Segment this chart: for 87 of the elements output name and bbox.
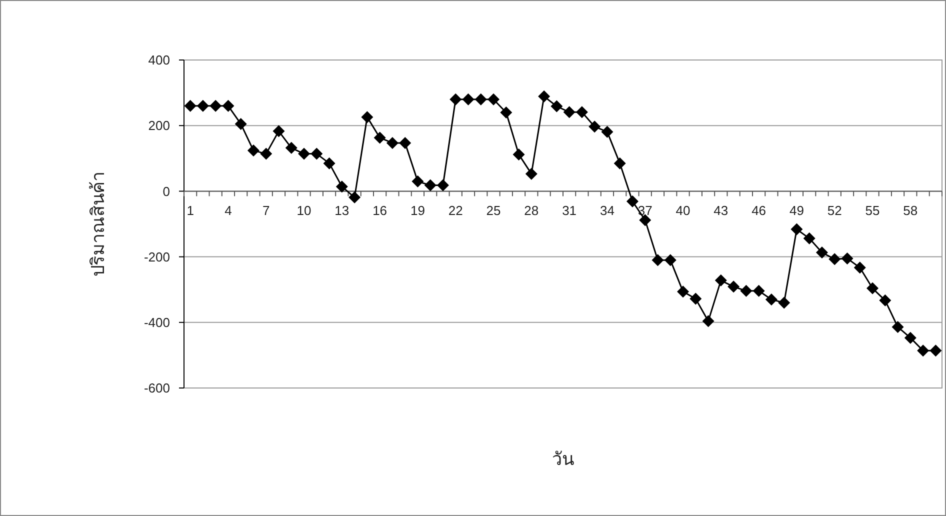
point — [588, 120, 601, 133]
point — [310, 148, 323, 160]
point — [816, 246, 828, 259]
x-tick-label: 16 — [372, 202, 388, 218]
point — [247, 144, 260, 157]
point — [538, 90, 550, 102]
point — [272, 125, 285, 138]
point — [285, 142, 298, 154]
x-tick-label: 13 — [334, 202, 350, 218]
point — [740, 284, 752, 297]
point — [677, 286, 690, 298]
point — [930, 344, 942, 357]
x-tick-label: 22 — [448, 202, 463, 218]
point — [512, 148, 525, 160]
x-tick-label: 34 — [600, 202, 614, 218]
point — [614, 157, 626, 170]
point — [298, 148, 310, 160]
point — [841, 252, 854, 264]
point — [752, 284, 765, 297]
point — [652, 254, 664, 266]
point — [436, 179, 449, 192]
point — [778, 296, 790, 309]
point — [550, 100, 563, 112]
point — [563, 106, 576, 118]
point — [348, 191, 361, 204]
x-tick-label: 46 — [752, 202, 766, 218]
x-tick-label: 10 — [296, 202, 312, 218]
y-tick-label: -400 — [144, 314, 170, 330]
point — [879, 294, 892, 306]
x-tick-label: 31 — [562, 202, 577, 218]
point — [765, 293, 778, 306]
point — [260, 148, 272, 160]
point — [866, 282, 879, 294]
point — [184, 100, 196, 112]
point — [234, 118, 247, 130]
point — [803, 232, 816, 244]
point — [790, 223, 803, 236]
x-tick-label: 28 — [524, 202, 539, 218]
point — [714, 274, 727, 286]
point — [626, 195, 638, 208]
y-axis-title: ปริมาณสินค้า — [88, 172, 108, 276]
x-tick-label: 37 — [638, 202, 652, 218]
y-tick-label: -200 — [144, 249, 170, 264]
point — [904, 332, 916, 344]
x-tick-label: 4 — [224, 202, 232, 218]
point — [488, 93, 500, 106]
point — [399, 136, 412, 149]
point — [854, 262, 866, 274]
x-axis-title: วัน — [552, 449, 574, 469]
x-tick-label: 25 — [486, 202, 501, 218]
point — [892, 320, 904, 333]
x-tick-label: 43 — [714, 202, 728, 218]
point — [424, 179, 436, 192]
point — [222, 100, 234, 112]
point — [462, 93, 474, 106]
point — [386, 136, 398, 149]
y-tick-label: 0 — [162, 184, 170, 199]
point — [576, 106, 588, 118]
x-tick-label: 52 — [827, 202, 842, 218]
point — [702, 315, 714, 328]
point — [210, 100, 222, 112]
x-tick-label: 1 — [186, 202, 194, 218]
point — [474, 93, 487, 106]
point — [500, 106, 512, 118]
point — [412, 175, 424, 188]
point — [361, 111, 374, 124]
x-tick-label: 49 — [789, 202, 804, 218]
x-tick-label: 7 — [262, 202, 270, 218]
point — [336, 180, 348, 193]
point — [664, 254, 676, 266]
x-tick-label: 58 — [903, 202, 918, 218]
point — [690, 292, 702, 305]
point — [917, 344, 930, 357]
point — [450, 93, 462, 106]
point — [828, 253, 841, 266]
y-tick-label: 400 — [148, 52, 170, 68]
point — [525, 168, 538, 180]
point — [601, 126, 614, 138]
point — [323, 157, 336, 170]
y-tick-label: 200 — [148, 118, 170, 134]
x-tick-label: 40 — [676, 202, 690, 218]
y-tick-label: -600 — [144, 380, 170, 396]
point — [374, 132, 386, 144]
point — [196, 100, 209, 112]
x-tick-label: 19 — [410, 202, 425, 218]
point — [728, 280, 740, 293]
x-tick-label: 55 — [865, 202, 880, 218]
